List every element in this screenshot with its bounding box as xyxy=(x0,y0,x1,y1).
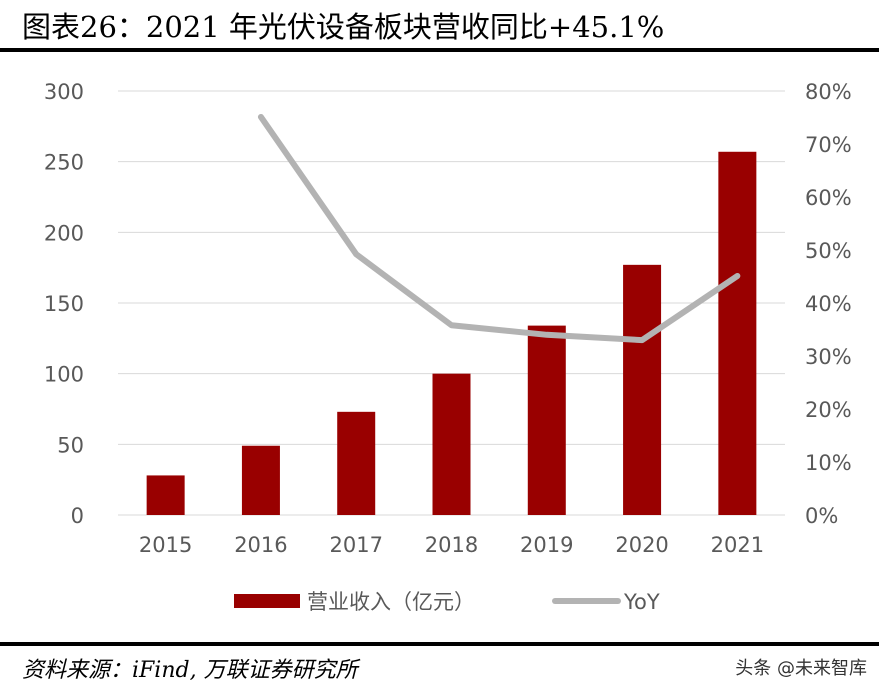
x-tick-label: 2017 xyxy=(329,533,382,557)
x-tick-label: 2018 xyxy=(425,533,478,557)
x-tick-label: 2019 xyxy=(520,533,573,557)
left-tick-label: 0 xyxy=(71,504,84,528)
bar-2017 xyxy=(337,411,376,515)
bar-2018 xyxy=(432,373,471,515)
x-tick-label: 2016 xyxy=(234,533,287,557)
legend-swatch-revenue xyxy=(234,594,300,608)
right-tick-label: 40% xyxy=(805,292,852,316)
bar-2021 xyxy=(718,151,757,516)
bar-2019 xyxy=(527,325,566,515)
source-note: 资料来源：iFind, 万联证券研究所 xyxy=(22,658,358,683)
right-tick-label: 80% xyxy=(805,80,852,104)
left-tick-label: 200 xyxy=(44,221,84,245)
legend-label-revenue: 营业收入（亿元） xyxy=(307,590,475,614)
right-tick-label: 10% xyxy=(805,451,852,475)
left-tick-label: 250 xyxy=(44,151,84,175)
x-tick-label: 2020 xyxy=(615,533,668,557)
bar-2016 xyxy=(241,445,280,515)
title-rule xyxy=(0,48,879,52)
x-tick-label: 2015 xyxy=(139,533,192,557)
figure-title: 图表26：2021 年光伏设备板块营收同比+45.1% xyxy=(22,10,665,44)
legend-label-yoy: YoY xyxy=(623,590,660,614)
bar-2015 xyxy=(146,475,185,515)
left-tick-label: 100 xyxy=(44,363,84,387)
left-tick-label: 300 xyxy=(44,80,84,104)
chart: 0 50 100 150 200 250 300 0% 10% 20% 30% 40% 50% 60% 70… xyxy=(44,80,852,614)
right-tick-label: 50% xyxy=(805,239,852,263)
bar-2020 xyxy=(623,264,662,515)
left-tick-label: 150 xyxy=(44,292,84,316)
yoy-line xyxy=(257,113,741,344)
right-tick-label: 60% xyxy=(805,186,852,210)
footer-rule xyxy=(0,642,879,646)
watermark: 头条 @未来智库 xyxy=(735,658,867,679)
right-tick-label: 20% xyxy=(805,398,852,422)
right-tick-label: 0% xyxy=(805,504,838,528)
right-tick-label: 70% xyxy=(805,133,852,157)
x-tick-label: 2021 xyxy=(711,533,764,557)
right-tick-label: 30% xyxy=(805,345,852,369)
left-tick-label: 50 xyxy=(57,433,84,457)
